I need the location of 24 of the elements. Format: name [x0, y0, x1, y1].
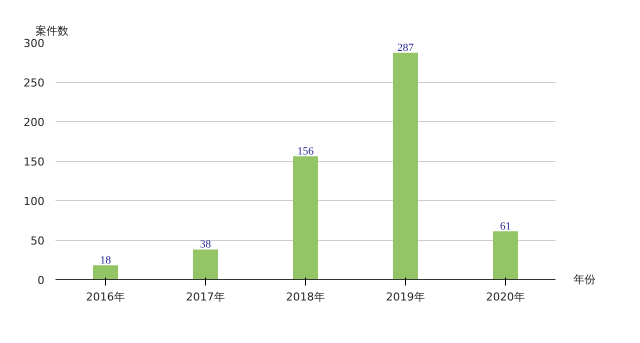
x-tick-label: 2020年 — [486, 290, 526, 304]
y-tick-label: 100 — [24, 195, 45, 208]
y-tick-label: 300 — [24, 37, 45, 50]
bar — [293, 156, 318, 280]
y-tick-label: 0 — [38, 274, 44, 287]
y-tick-label: 150 — [24, 156, 45, 168]
data-label: 287 — [397, 42, 414, 54]
x-axis-title: 年份 — [574, 273, 596, 286]
y-axis-title: 案件数 — [36, 24, 68, 38]
bar — [93, 265, 118, 280]
x-tick-label: 2016年 — [86, 290, 126, 304]
y-tick-label: 50 — [30, 234, 45, 248]
x-tick-label: 2018年 — [286, 290, 326, 304]
data-label: 156 — [297, 145, 314, 158]
data-label: 61 — [500, 220, 511, 232]
bar — [493, 231, 518, 280]
data-label: 18 — [100, 254, 112, 266]
x-tick-label: 2017年 — [186, 290, 226, 304]
x-tick-label: 2019年 — [386, 290, 426, 304]
bar — [193, 249, 218, 280]
y-tick-label: 250 — [24, 76, 45, 90]
bar — [393, 52, 418, 280]
y-tick-label: 200 — [24, 116, 45, 129]
data-label: 38 — [200, 238, 212, 250]
